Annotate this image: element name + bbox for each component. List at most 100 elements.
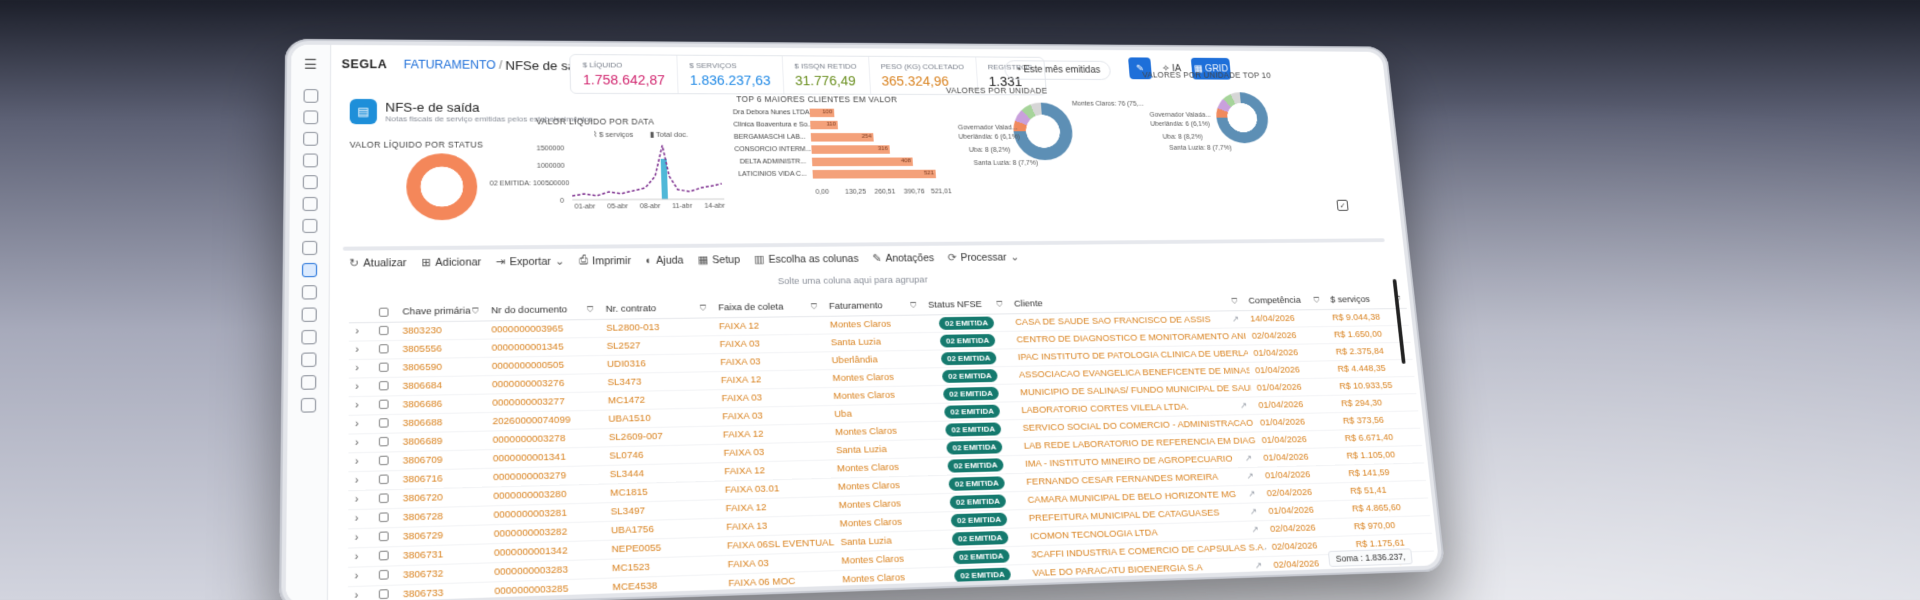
row-checkbox[interactable] — [379, 512, 389, 522]
row-checkbox[interactable] — [379, 531, 389, 541]
expand-chevron-icon[interactable]: › — [348, 551, 372, 564]
nav-icon-archive[interactable] — [302, 219, 317, 233]
row-checkbox[interactable] — [379, 474, 389, 484]
expand-chevron-icon[interactable]: › — [348, 437, 372, 449]
row-checkbox[interactable] — [379, 344, 389, 353]
hamburger-icon[interactable]: ☰ — [304, 56, 317, 72]
client-bar-row[interactable]: Clinica Boaventura e So... 110 — [733, 120, 838, 130]
expand-chevron-icon[interactable]: › — [348, 570, 372, 583]
client-bar-row[interactable]: LATICINIOS VIDA C... 521 — [735, 169, 936, 179]
notes-button[interactable]: ✎ Anotações — [872, 252, 934, 265]
nav-icon-team[interactable] — [301, 352, 316, 367]
row-select[interactable] — [372, 344, 396, 357]
export-button[interactable]: ⇥ Exportar ⌄ — [496, 255, 565, 269]
print-button[interactable]: ⎙ Imprimir — [579, 254, 631, 267]
status-donut[interactable] — [406, 153, 477, 220]
client-bar-row[interactable]: DELTA ADMINISTR... 408 — [735, 157, 913, 167]
row-checkbox[interactable] — [379, 362, 389, 371]
filter-icon[interactable]: ⛉ — [1231, 296, 1238, 306]
row-checkbox[interactable] — [379, 589, 389, 599]
period-selector[interactable]: ◔ Este mês emitidas — [1004, 60, 1111, 80]
row-checkbox[interactable] — [379, 436, 389, 446]
filter-icon[interactable]: ⛉ — [811, 302, 817, 312]
nav-icon-folder[interactable] — [301, 330, 316, 345]
expand-chevron-icon[interactable]: › — [348, 532, 372, 544]
expand-chevron-icon[interactable]: › — [349, 400, 373, 412]
nav-icon-users[interactable] — [303, 132, 318, 146]
columns-button[interactable]: ▥ Escolha as colunas — [754, 252, 859, 266]
row-checkbox[interactable] — [379, 325, 389, 334]
col-chave[interactable]: Chave primária ⛉ — [396, 305, 485, 317]
expand-chevron-icon[interactable]: › — [349, 344, 373, 356]
nav-icon-export[interactable] — [301, 398, 316, 413]
expand-chevron-icon[interactable]: › — [349, 418, 373, 430]
row-select[interactable] — [372, 455, 396, 468]
row-select[interactable] — [372, 399, 396, 412]
filter-icon[interactable]: ⛉ — [910, 301, 916, 311]
unit-donut[interactable] — [1012, 103, 1075, 161]
row-checkbox[interactable] — [379, 418, 389, 428]
expand-chevron-icon[interactable]: › — [348, 456, 372, 468]
col-competencia[interactable]: Competência ⛉ — [1242, 295, 1325, 306]
expand-chevron-icon[interactable]: › — [349, 326, 373, 338]
expand-chevron-icon[interactable]: › — [348, 494, 372, 506]
expand-chevron-icon[interactable]: › — [348, 513, 372, 525]
open-external-icon[interactable]: ↗ — [1251, 524, 1259, 535]
open-external-icon[interactable]: ↗ — [1239, 400, 1247, 411]
nav-icon-files[interactable] — [303, 197, 318, 211]
checklist-icon[interactable]: ✓ — [1336, 200, 1348, 211]
row-checkbox[interactable] — [379, 493, 389, 503]
setup-button[interactable]: ▦ Setup — [698, 253, 741, 266]
row-checkbox[interactable] — [379, 569, 389, 579]
row-checkbox[interactable] — [379, 399, 389, 408]
breadcrumb-section[interactable]: FATURAMENTO — [404, 58, 496, 72]
select-all-col[interactable] — [373, 308, 396, 317]
nav-icon-clipboard[interactable] — [302, 285, 317, 299]
row-select[interactable] — [372, 512, 396, 525]
nav-icon-reports[interactable] — [303, 175, 318, 189]
client-bar-row[interactable]: BERGAMASCHI LAB... 254 — [734, 132, 874, 141]
row-select[interactable] — [372, 493, 396, 506]
filter-icon[interactable]: ⛉ — [587, 305, 593, 315]
client-bar-row[interactable]: Dra Debora Nunes LTDA 100 — [733, 108, 835, 118]
open-external-icon[interactable]: ↗ — [1244, 453, 1252, 464]
row-select[interactable] — [372, 569, 396, 583]
expand-chevron-icon[interactable]: › — [349, 363, 373, 375]
filter-icon[interactable]: ⛉ — [700, 303, 706, 313]
row-select[interactable] — [372, 436, 396, 449]
col-faixa[interactable]: Faixa de coleta ⛉ — [712, 301, 823, 313]
expand-chevron-icon[interactable]: › — [349, 381, 373, 393]
row-select[interactable] — [372, 550, 396, 564]
open-external-icon[interactable]: ↗ — [1246, 471, 1254, 482]
row-checkbox[interactable] — [379, 455, 389, 465]
nav-icon-dashboard[interactable] — [304, 89, 319, 103]
add-button[interactable]: ⊞ Adicionar — [421, 255, 481, 269]
row-checkbox[interactable] — [379, 380, 389, 389]
section-divider[interactable] — [343, 238, 1385, 250]
group-drop-hint[interactable]: Solte uma coluna aqui para agrupar — [778, 275, 928, 287]
date-bar[interactable] — [661, 159, 668, 199]
open-external-icon[interactable]: ↗ — [1254, 560, 1262, 571]
help-button[interactable]: ◐ Ajuda — [645, 254, 684, 266]
filter-icon[interactable]: ⛉ — [1313, 295, 1320, 304]
nav-icon-nfse[interactable] — [302, 263, 317, 277]
row-select[interactable] — [373, 325, 397, 338]
filter-icon[interactable]: ⛉ — [472, 306, 478, 316]
col-documento[interactable]: Nr do documento ⛉ — [485, 304, 600, 316]
open-external-icon[interactable]: ↗ — [1248, 489, 1256, 500]
nav-icon-notes[interactable] — [302, 241, 317, 255]
nav-icon-settings[interactable] — [301, 375, 316, 390]
refresh-button[interactable]: ↻ Atualizar — [349, 256, 406, 270]
nav-icon-documents[interactable] — [303, 154, 318, 168]
row-select[interactable] — [372, 531, 396, 544]
row-select[interactable] — [372, 362, 396, 375]
row-checkbox[interactable] — [379, 550, 389, 560]
open-external-icon[interactable]: ↗ — [1249, 506, 1257, 517]
row-select[interactable] — [372, 474, 396, 487]
col-cliente[interactable]: Cliente ⛉ — [1008, 296, 1244, 310]
expand-chevron-icon[interactable]: › — [348, 590, 372, 600]
client-bar-row[interactable]: CONSORCIO INTERM... 316 — [734, 144, 890, 154]
top10-donut[interactable] — [1214, 92, 1270, 143]
col-contrato[interactable]: Nr. contrato ⛉ — [599, 303, 712, 315]
nav-icon-edit[interactable] — [303, 110, 318, 124]
